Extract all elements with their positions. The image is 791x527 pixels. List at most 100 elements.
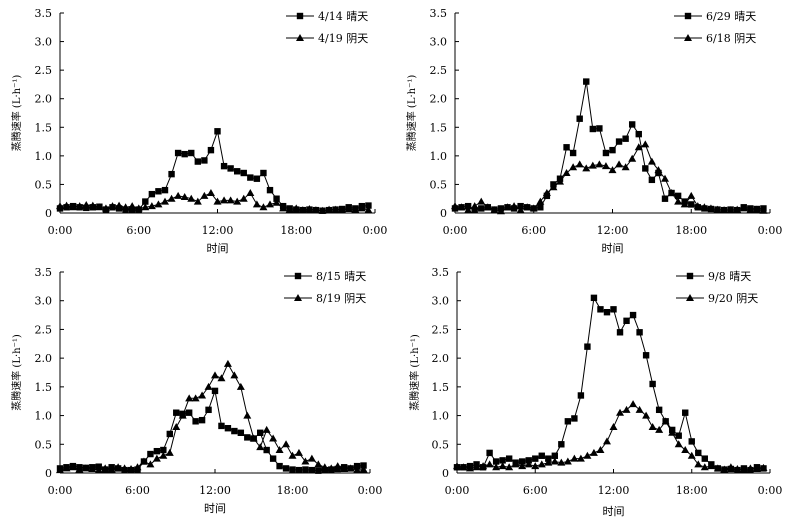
data-point: [174, 149, 182, 157]
data-point: [94, 466, 103, 474]
data-point: [320, 463, 329, 471]
legend-entry: 8/19 阴天: [284, 292, 366, 305]
data-point: [642, 352, 650, 359]
data-point: [62, 201, 71, 209]
legend-entry: 6/29 晴天: [674, 10, 756, 23]
data-point: [141, 203, 150, 211]
data-point: [601, 162, 610, 170]
legend-entry: 9/8 晴天: [676, 270, 751, 283]
x-tick-label: 18:00: [676, 484, 708, 497]
x-tick-label: 0:00: [758, 484, 783, 497]
chart-1: 0 0.5 1.0 1.5 2.0 2.5 3.0 3.5 0:00 6:00 12:00 18:00…: [10, 7, 387, 255]
data-point: [185, 394, 194, 402]
legend-entry: 4/19 阴天: [286, 32, 368, 45]
data-point: [194, 158, 202, 165]
y-tick-label: 0.5: [35, 438, 53, 451]
data-point: [308, 466, 316, 474]
data-point: [675, 432, 682, 439]
data-point: [563, 144, 570, 151]
data-point: [510, 202, 519, 210]
data-point: [457, 203, 466, 211]
data-point: [161, 186, 169, 194]
data-point: [720, 465, 729, 473]
data-point: [307, 454, 316, 462]
data-point: [88, 464, 97, 472]
data-point: [479, 462, 488, 470]
series-line: [454, 143, 764, 212]
series-1: [56, 387, 367, 474]
data-point: [107, 465, 116, 473]
legend-entry: 9/20 阴天: [676, 292, 758, 305]
data-point: [654, 166, 663, 174]
legend-label: 9/20 阴天: [708, 292, 758, 305]
legend-marker: [294, 272, 302, 280]
series-2: [56, 189, 373, 214]
data-point: [550, 457, 559, 465]
data-point: [608, 166, 617, 174]
data-point: [490, 206, 499, 214]
data-point: [532, 455, 539, 462]
data-point: [558, 441, 565, 448]
series-2: [56, 359, 368, 474]
data-point: [101, 464, 110, 472]
data-point: [218, 422, 225, 430]
data-point: [733, 205, 742, 213]
data-point: [621, 163, 630, 171]
data-point: [127, 464, 136, 472]
data-point: [269, 455, 277, 462]
data-point: [557, 458, 566, 466]
data-point: [155, 188, 162, 195]
data-point: [584, 343, 591, 350]
y-tick-label: 1.0: [432, 410, 450, 423]
data-point: [635, 130, 642, 138]
data-point: [492, 463, 501, 471]
data-point: [577, 392, 585, 399]
data-point: [279, 204, 288, 212]
data-point: [661, 195, 669, 202]
data-point: [295, 466, 303, 474]
y-tick-label: 3.0: [35, 295, 53, 308]
data-point: [282, 465, 290, 472]
data-point: [240, 169, 247, 177]
data-point: [121, 203, 130, 211]
data-point: [602, 149, 610, 157]
data-point: [333, 462, 342, 470]
data-point: [226, 196, 235, 204]
y-tick-label: 2.0: [430, 93, 448, 106]
data-point: [470, 202, 479, 210]
data-point: [247, 174, 254, 181]
y-tick-label: 2.0: [35, 93, 53, 106]
data-point: [687, 451, 696, 459]
y-axis-title: 蒸腾速率 (L·h⁻¹): [408, 334, 421, 411]
data-point: [466, 464, 475, 472]
data-point: [536, 197, 545, 205]
data-point: [237, 429, 245, 436]
data-point: [266, 186, 274, 194]
data-point: [688, 438, 695, 445]
data-point: [583, 78, 590, 85]
data-point: [260, 169, 267, 177]
data-point: [159, 451, 168, 459]
data-point: [674, 192, 682, 200]
data-point: [516, 206, 525, 214]
series-2: [451, 140, 768, 215]
y-tick-label: 0: [45, 207, 52, 220]
data-point: [752, 464, 761, 472]
x-tick-label: 0:00: [758, 224, 783, 237]
y-tick-label: 0: [440, 207, 447, 220]
data-point: [589, 448, 598, 456]
data-point: [282, 440, 291, 448]
data-point: [289, 466, 296, 473]
data-point: [713, 464, 722, 472]
data-point: [305, 205, 314, 212]
x-axis-title: 时间: [602, 242, 624, 255]
data-point: [693, 202, 702, 210]
y-tick-label: 0: [45, 467, 52, 480]
data-point: [82, 201, 91, 208]
data-point: [477, 197, 486, 205]
data-point: [713, 205, 722, 213]
series-line: [59, 362, 364, 471]
data-point: [525, 457, 532, 464]
chart-3: 0 0.5 1.0 1.5 2.0 2.5 3.0 3.5 0:00 6:00 12:00 18:00…: [10, 266, 382, 515]
data-point: [75, 465, 84, 473]
